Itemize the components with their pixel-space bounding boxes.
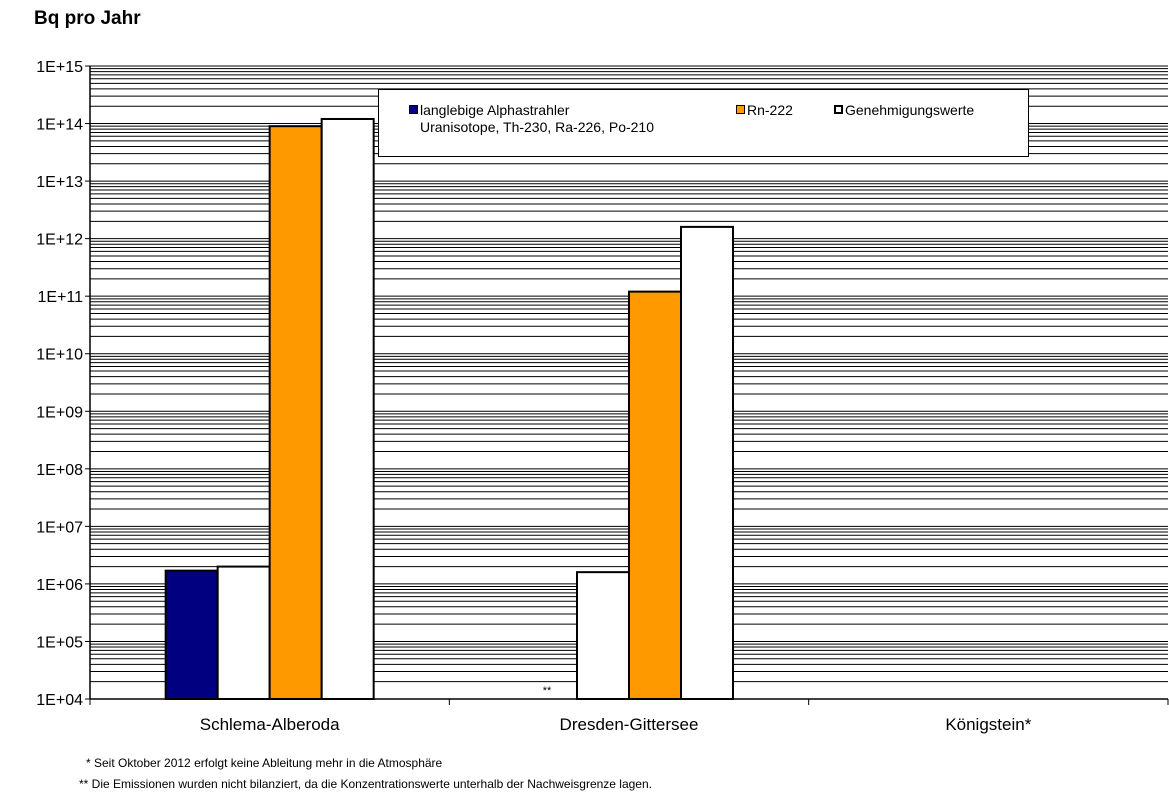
y-tick-label: 1E+05 bbox=[36, 634, 83, 651]
legend-label-genehmigungswerte: Genehmigungswerte bbox=[845, 102, 975, 118]
y-tick-label: 1E+11 bbox=[37, 289, 83, 306]
y-tick-label: 1E+06 bbox=[36, 577, 83, 594]
bar bbox=[320, 117, 375, 700]
x-category-label: Königstein* bbox=[945, 715, 1031, 734]
legend: langlebige Alphastrahler Uranisotope, Th… bbox=[378, 89, 1029, 157]
legend-item-genehmigungswerte: Genehmigungswerte bbox=[834, 102, 974, 119]
legend-label-alpha-detail: Uranisotope, Th-230, Ra-226, Po-210 bbox=[420, 119, 654, 135]
bar bbox=[268, 125, 323, 700]
y-tick-label: 1E+12 bbox=[36, 232, 83, 249]
legend-swatch-genehmigungswerte bbox=[834, 105, 843, 114]
bar bbox=[164, 569, 219, 701]
y-tick-label: 1E+04 bbox=[36, 692, 83, 709]
legend-swatch-rn222 bbox=[736, 105, 745, 114]
legend-item-alpha: langlebige Alphastrahler Uranisotope, Th… bbox=[409, 102, 654, 136]
bar bbox=[628, 290, 682, 700]
bar bbox=[216, 565, 271, 700]
chart-title: Bq pro Jahr bbox=[34, 8, 141, 29]
annotation-label: ** bbox=[543, 685, 552, 697]
y-tick-label: 1E+08 bbox=[36, 462, 83, 479]
bar bbox=[576, 571, 630, 700]
y-tick-label: 1E+07 bbox=[36, 519, 83, 536]
legend-label-alpha: langlebige Alphastrahler bbox=[420, 102, 570, 118]
legend-swatch-alpha bbox=[409, 105, 418, 114]
y-tick-label: 1E+13 bbox=[36, 174, 83, 191]
y-tick-label: 1E+15 bbox=[36, 59, 83, 76]
footnote-2: ** Die Emissionen wurden nicht bilanzier… bbox=[79, 777, 652, 791]
legend-label-rn222: Rn-222 bbox=[747, 102, 793, 118]
x-category-label: Dresden-Gittersee bbox=[560, 715, 699, 734]
legend-item-rn222: Rn-222 bbox=[736, 102, 793, 119]
y-tick-label: 1E+09 bbox=[36, 404, 83, 421]
y-tick-label: 1E+10 bbox=[36, 347, 83, 364]
footnote-1: * Seit Oktober 2012 erfolgt keine Ableit… bbox=[86, 756, 443, 770]
y-tick-label: 1E+14 bbox=[36, 117, 83, 134]
x-category-label: Schlema-Alberoda bbox=[200, 715, 340, 734]
bar bbox=[680, 225, 734, 700]
